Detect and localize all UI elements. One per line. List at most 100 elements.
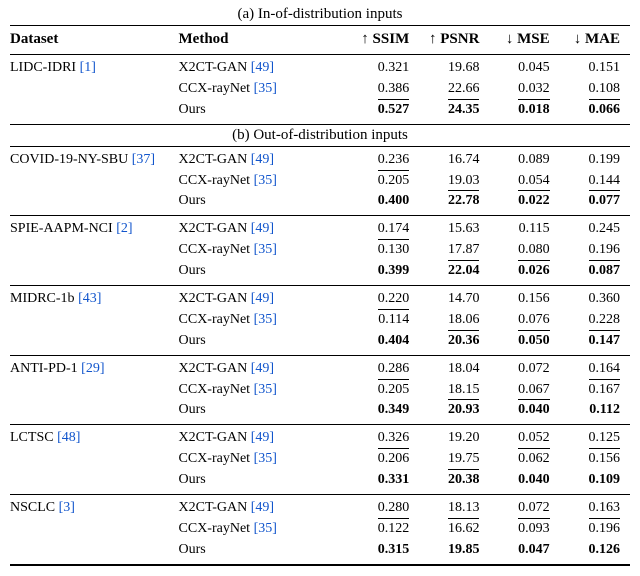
- method-cite[interactable]: [49]: [251, 221, 274, 236]
- cell-mse: 0.156: [489, 286, 559, 310]
- method-name: CCX-rayNet [35]: [179, 519, 350, 540]
- cell-ssim: 0.220: [349, 286, 419, 310]
- cell-psnr: 18.15: [419, 380, 489, 401]
- cell-psnr: 19.75: [419, 449, 489, 470]
- cell-mae: 0.228: [560, 310, 630, 331]
- results-table: (a) In-of-distribution inputsDatasetMeth…: [10, 4, 630, 566]
- cell-ssim: 0.386: [349, 79, 419, 100]
- cell-mse: 0.047: [489, 540, 559, 564]
- cell-mse: 0.050: [489, 331, 559, 355]
- method-cite[interactable]: [35]: [254, 312, 277, 327]
- method-cite[interactable]: [35]: [254, 382, 277, 397]
- cell-mse: 0.076: [489, 310, 559, 331]
- cell-mse: 0.067: [489, 380, 559, 401]
- cell-mse: 0.072: [489, 356, 559, 380]
- cell-mae: 0.126: [560, 540, 630, 564]
- method-name: X2CT-GAN [49]: [179, 495, 350, 519]
- cell-ssim: 0.331: [349, 470, 419, 494]
- cell-mae: 0.245: [560, 216, 630, 240]
- header-mae: ↓ MAE: [560, 26, 630, 55]
- dataset-name: SPIE-AAPM-NCI [2]: [10, 216, 179, 285]
- cell-psnr: 18.13: [419, 495, 489, 519]
- cell-ssim: 0.349: [349, 400, 419, 424]
- method-name: CCX-rayNet [35]: [179, 79, 350, 100]
- header-ssim: ↑ SSIM: [349, 26, 419, 55]
- method-name: Ours: [179, 100, 350, 124]
- method-cite[interactable]: [35]: [254, 173, 277, 188]
- method-name: CCX-rayNet [35]: [179, 449, 350, 470]
- cell-mse: 0.062: [489, 449, 559, 470]
- dataset-name: NSCLC [3]: [10, 495, 179, 564]
- cell-mse: 0.115: [489, 216, 559, 240]
- method-cite[interactable]: [35]: [254, 521, 277, 536]
- cell-ssim: 0.286: [349, 356, 419, 380]
- cell-ssim: 0.326: [349, 425, 419, 449]
- method-cite[interactable]: [49]: [251, 430, 274, 445]
- cell-psnr: 14.70: [419, 286, 489, 310]
- cell-ssim: 0.130: [349, 240, 419, 261]
- dataset-cite[interactable]: [37]: [132, 152, 155, 167]
- dataset-cite[interactable]: [43]: [78, 291, 101, 306]
- cell-mae: 0.163: [560, 495, 630, 519]
- cell-ssim: 0.174: [349, 216, 419, 240]
- method-name: X2CT-GAN [49]: [179, 216, 350, 240]
- method-cite[interactable]: [49]: [251, 152, 274, 167]
- dataset-cite[interactable]: [3]: [59, 500, 75, 515]
- cell-psnr: 19.85: [419, 540, 489, 564]
- cell-mae: 0.167: [560, 380, 630, 401]
- header-dataset: Dataset: [10, 26, 179, 55]
- cell-ssim: 0.206: [349, 449, 419, 470]
- cell-psnr: 16.62: [419, 519, 489, 540]
- table-container: (a) In-of-distribution inputsDatasetMeth…: [0, 0, 640, 576]
- method-cite[interactable]: [49]: [251, 500, 274, 515]
- cell-mse: 0.045: [489, 55, 559, 79]
- caption-a: (a) In-of-distribution inputs: [10, 4, 630, 26]
- cell-mse: 0.089: [489, 147, 559, 171]
- method-name: CCX-rayNet [35]: [179, 310, 350, 331]
- cell-mae: 0.109: [560, 470, 630, 494]
- cell-psnr: 20.38: [419, 470, 489, 494]
- method-name: Ours: [179, 261, 350, 285]
- cell-mse: 0.040: [489, 470, 559, 494]
- cell-ssim: 0.280: [349, 495, 419, 519]
- method-cite[interactable]: [49]: [251, 60, 274, 75]
- header-psnr: ↑ PSNR: [419, 26, 489, 55]
- method-name: X2CT-GAN [49]: [179, 356, 350, 380]
- header-mse: ↓ MSE: [489, 26, 559, 55]
- method-cite[interactable]: [49]: [251, 361, 274, 376]
- dataset-cite[interactable]: [29]: [81, 361, 104, 376]
- cell-psnr: 20.93: [419, 400, 489, 424]
- method-cite[interactable]: [49]: [251, 291, 274, 306]
- cell-mae: 0.125: [560, 425, 630, 449]
- cell-mae: 0.108: [560, 79, 630, 100]
- method-name: X2CT-GAN [49]: [179, 55, 350, 79]
- method-cite[interactable]: [35]: [254, 242, 277, 257]
- cell-mae: 0.199: [560, 147, 630, 171]
- dataset-cite[interactable]: [48]: [57, 430, 80, 445]
- cell-mse: 0.093: [489, 519, 559, 540]
- dataset-cite[interactable]: [2]: [116, 221, 132, 236]
- dataset-name: LIDC-IDRI [1]: [10, 55, 179, 124]
- cell-mae: 0.196: [560, 240, 630, 261]
- cell-psnr: 19.20: [419, 425, 489, 449]
- cell-mae: 0.066: [560, 100, 630, 124]
- cell-ssim: 0.399: [349, 261, 419, 285]
- method-cite[interactable]: [35]: [254, 81, 277, 96]
- method-cite[interactable]: [35]: [254, 451, 277, 466]
- caption-b: (b) Out-of-distribution inputs: [10, 125, 630, 147]
- cell-psnr: 17.87: [419, 240, 489, 261]
- cell-mse: 0.032: [489, 79, 559, 100]
- cell-ssim: 0.114: [349, 310, 419, 331]
- dataset-cite[interactable]: [1]: [80, 60, 96, 75]
- cell-ssim: 0.527: [349, 100, 419, 124]
- cell-mse: 0.054: [489, 171, 559, 192]
- cell-mse: 0.052: [489, 425, 559, 449]
- cell-mse: 0.040: [489, 400, 559, 424]
- cell-psnr: 19.68: [419, 55, 489, 79]
- cell-mae: 0.164: [560, 356, 630, 380]
- dataset-name: ANTI-PD-1 [29]: [10, 356, 179, 425]
- method-name: X2CT-GAN [49]: [179, 147, 350, 171]
- method-name: CCX-rayNet [35]: [179, 171, 350, 192]
- cell-mae: 0.196: [560, 519, 630, 540]
- method-name: Ours: [179, 540, 350, 564]
